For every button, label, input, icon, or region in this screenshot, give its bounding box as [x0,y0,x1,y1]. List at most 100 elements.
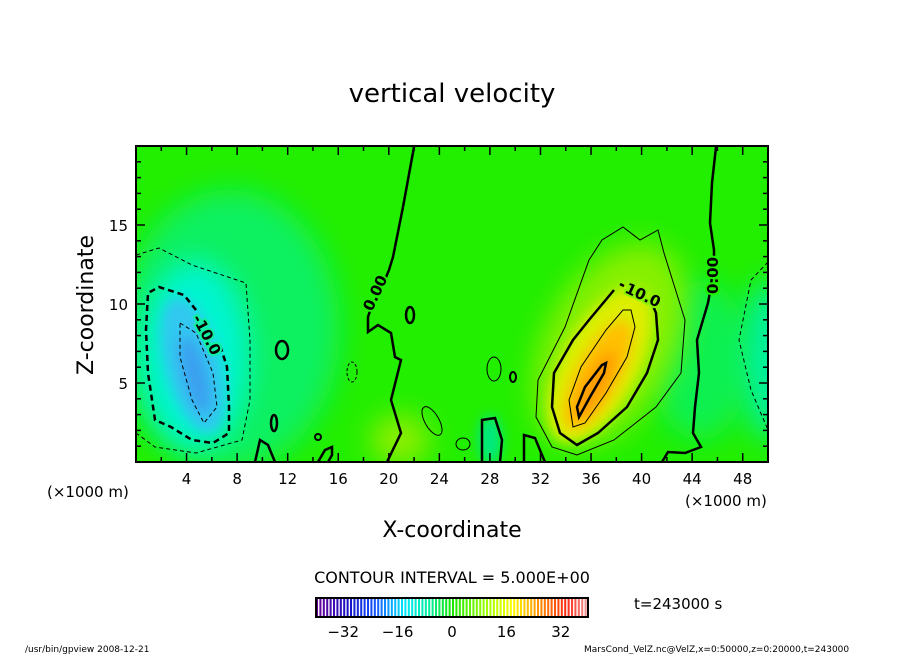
colorbar-segment [418,598,421,617]
colorbar-segment [492,598,495,617]
contour-lines [136,146,768,462]
colorbar-segment [557,598,560,617]
colorbar-segment [445,598,448,617]
contour-island [509,371,517,383]
colorbar-segment [513,598,516,617]
colorbar-segment [431,598,434,617]
colorbar-segment [373,598,376,617]
colorbar-tick-label: 0 [447,623,457,641]
colorbar-segment [438,598,441,617]
contour-zero-left [366,146,416,462]
contour-island [269,413,279,433]
contour-island [346,361,358,383]
y-tick-label: 5 [118,375,128,393]
colorbar-segment [554,598,557,617]
colorbar-tick-label: −16 [382,623,414,641]
colorbar-segment [465,598,468,617]
colorbar-segment [322,598,325,617]
colorbar-segment [458,598,461,617]
colorbar-segment [319,598,322,617]
colorbar-segment [452,598,455,617]
colorbar-segment [360,598,363,617]
x-tick-label: 44 [683,470,702,488]
colorbar-segment [462,598,465,617]
colorbar-segment [353,598,356,617]
contour-bottom [316,445,334,462]
colorbar-segment [397,598,400,617]
contour-plus10-b [619,282,625,288]
colorbar-segment [363,598,366,617]
colorbar-segment [435,598,438,617]
contour-minus5-right [738,261,768,431]
contour-plus10 [550,289,660,447]
colorbar-segment [567,598,570,617]
colorbar-segment [394,598,397,617]
colorbar-segment [547,598,550,617]
colorbar-segment [530,598,533,617]
colorbar-segment [550,598,553,617]
colorbar-segment [329,598,332,617]
colorbar-tick-label: 32 [551,623,570,641]
colorbar-segment [370,598,373,617]
contour-island [404,305,416,325]
colorbar-segment [421,598,424,617]
contour-bottom [522,433,547,462]
colorbar-segment [584,598,587,617]
colorbar-segment [387,598,390,617]
colorbar-segment [523,598,526,617]
colorbar-segment [414,598,417,617]
colorbar-segment [472,598,475,617]
contour-zero-right [660,146,718,462]
colorbar-segment [516,598,519,617]
heatmap [136,146,768,462]
colorbar-segment [571,598,574,617]
colorbar-segment [533,598,536,617]
x-tick-label: 48 [733,470,752,488]
y-axis-label: Z-coordinate [74,235,99,375]
colorbar-segment [356,598,359,617]
colorbar-segment [574,598,577,617]
colorbar-segment [475,598,478,617]
colorbar-segment [509,598,512,617]
y-tick-label: 15 [109,217,128,235]
x-tick-label: 24 [430,470,449,488]
colorbar-segment [499,598,502,617]
colorbar-segment [339,598,342,617]
x-tick-label: 40 [632,470,651,488]
contour-minus15 [179,322,218,424]
contour-plus20 [575,360,608,421]
footer-left: /usr/bin/gpview 2008-12-21 [25,645,149,654]
x-tick-label: 12 [278,470,297,488]
colorbar-frame [315,597,589,618]
colorbar-segment [350,598,353,617]
colorbar-tick-label: −32 [327,623,359,641]
x-tick-label: 20 [379,470,398,488]
colorbar-segment [520,598,523,617]
colorbar-segment [407,598,410,617]
x-tick-label: 36 [581,470,600,488]
x-tick-label: 32 [531,470,550,488]
x-units-left: (×1000 m) [47,483,129,501]
colorbar-segment [496,598,499,617]
colorbar-segment [428,598,431,617]
colorbar-segment [377,598,380,617]
colorbar-segment [482,598,485,617]
colorbar-segment [455,598,458,617]
colorbar-tick-label: 16 [497,623,516,641]
colorbar-segment [326,598,329,617]
x-units-right: (×1000 m) [685,492,767,510]
chart-title: vertical velocity [349,79,556,109]
colorbar-segment [503,598,506,617]
contour-minus10 [144,285,231,445]
colorbar-segment [577,598,580,617]
contour-island [455,437,471,451]
colorbar-segment [540,598,543,617]
colorbar-segment [479,598,482,617]
colorbar-segment [560,598,563,617]
contour-plus15 [568,309,636,428]
colorbar-segment [384,598,387,617]
colorbar-segment [489,598,492,617]
colorbar-segment [543,598,546,617]
